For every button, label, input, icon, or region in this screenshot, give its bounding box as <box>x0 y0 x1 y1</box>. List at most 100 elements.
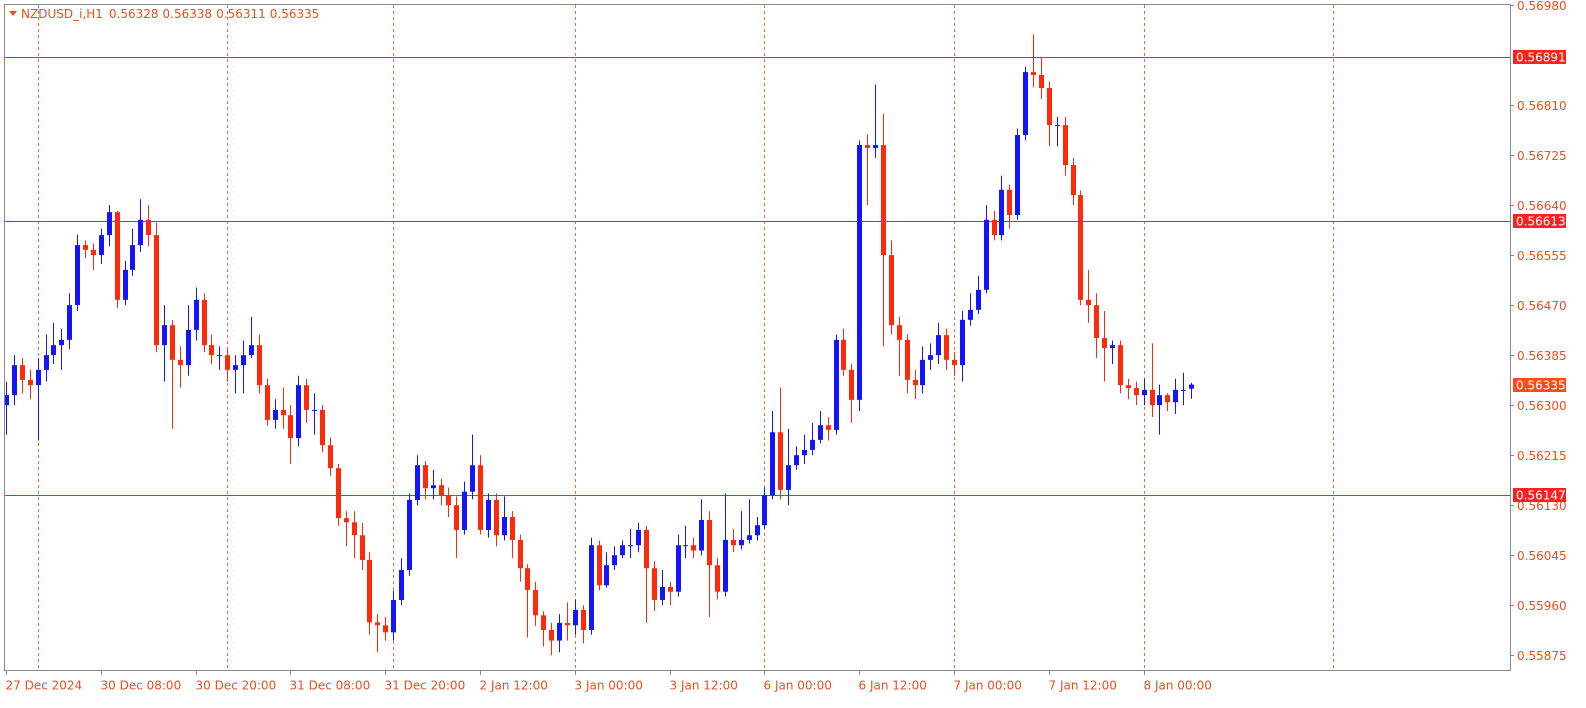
candle-body <box>296 385 301 439</box>
candle-body <box>115 212 120 300</box>
candle-body <box>439 485 444 496</box>
candle-body <box>257 345 262 386</box>
candle-body <box>818 425 823 440</box>
candle-body <box>676 545 681 592</box>
candle-body <box>170 325 175 360</box>
candle-body <box>802 449 807 456</box>
x-tick-label: 7 Jan 00:00 <box>954 679 1022 693</box>
candle-body <box>130 245 135 270</box>
candle-body <box>186 329 191 366</box>
candle-body <box>920 359 925 386</box>
candle-body <box>992 219 997 236</box>
x-tick-label: 3 Jan 00:00 <box>575 679 643 693</box>
candle-body <box>1181 389 1186 391</box>
header: NZDUSD_i,H1 0.56328 0.56338 0.56311 0.56335 <box>9 7 319 21</box>
candle-body <box>999 189 1004 236</box>
candle-body <box>486 499 491 530</box>
candle-body <box>107 212 112 236</box>
candle-body <box>431 485 436 489</box>
last-close: 0.56335 <box>270 7 320 21</box>
candle-body <box>628 545 633 547</box>
candle-body <box>312 409 317 411</box>
y-tick-label: 0.56130 <box>1517 499 1567 513</box>
y-tick-label: 0.56045 <box>1517 549 1567 563</box>
candle-body <box>652 568 657 600</box>
y-tick-label: 0.56555 <box>1517 249 1567 263</box>
candle-body <box>67 305 72 340</box>
last-low: 0.56311 <box>216 7 266 21</box>
candle-body <box>28 379 33 386</box>
candle-body <box>391 599 396 633</box>
y-tick-label: 0.55875 <box>1517 649 1567 663</box>
candle-body <box>620 545 625 556</box>
candle-body <box>1134 388 1139 396</box>
y-tick-label: 0.56215 <box>1517 449 1567 463</box>
x-tick-label: 30 Dec 20:00 <box>196 679 277 693</box>
candle-body <box>928 355 933 360</box>
candle-body <box>399 569 404 600</box>
x-tick-label: 7 Jan 12:00 <box>1049 679 1117 693</box>
last-open: 0.56328 <box>109 7 159 21</box>
candle-body <box>857 145 862 400</box>
level-box <box>1513 214 1566 228</box>
candle-body <box>660 587 665 600</box>
candle-body <box>1094 305 1099 339</box>
candle-body <box>75 245 80 306</box>
candle-body <box>1118 345 1123 386</box>
candle-body <box>873 145 878 149</box>
current-price-box <box>1513 378 1566 392</box>
y-tick-label: 0.56810 <box>1517 99 1567 113</box>
candle-body <box>470 465 475 492</box>
candle-body <box>786 465 791 490</box>
candle-body <box>525 568 530 590</box>
candle-body <box>494 499 499 536</box>
header-info: NZDUSD_i,H1 0.56328 0.56338 0.56311 0.56335 <box>21 7 319 21</box>
candle-body <box>154 235 159 346</box>
candle-body <box>265 385 270 420</box>
candle-body <box>541 615 546 630</box>
current-price-label: 0.56335 <box>1516 379 1566 393</box>
candle-body <box>1007 189 1012 216</box>
candle-body <box>328 445 333 469</box>
candle-body <box>984 219 989 290</box>
symbol: NZDUSD_i,H1 <box>21 7 103 21</box>
candle-body <box>834 339 839 430</box>
levels <box>5 57 1510 496</box>
candle-body <box>1039 75 1044 88</box>
candle-body <box>383 625 388 633</box>
candle-body <box>202 299 207 346</box>
candle-body <box>707 519 712 566</box>
candle-body <box>123 269 128 300</box>
candle-body <box>1165 395 1170 403</box>
candle-body <box>573 609 578 626</box>
candle-body <box>549 629 554 641</box>
candle-body <box>968 309 973 320</box>
candle-body <box>794 455 799 466</box>
axes: 0.56980 0.56810 0.56725 0.56640 0.56555 0.564… <box>6 0 1567 693</box>
candle-body <box>241 355 246 366</box>
candle-body <box>612 555 617 566</box>
candle-body <box>454 505 459 530</box>
level-label: 0.56891 <box>1516 51 1566 65</box>
level-box <box>1513 488 1566 502</box>
candle-body <box>770 432 775 496</box>
candle-body <box>360 535 365 560</box>
candle-body <box>952 359 957 366</box>
candle-body <box>407 499 412 570</box>
candle-body <box>20 365 25 380</box>
candle-body <box>1102 338 1107 349</box>
candle-body <box>691 545 696 551</box>
y-tick-label: 0.56385 <box>1517 349 1567 363</box>
candle-body <box>83 245 88 250</box>
candle-body <box>415 465 420 500</box>
y-tick-label: 0.56725 <box>1517 149 1567 163</box>
candle-body <box>762 495 767 526</box>
candle-body <box>723 539 728 592</box>
menu-triangle[interactable] <box>9 11 17 16</box>
candle-body <box>1031 72 1036 76</box>
y-tick-label: 0.56470 <box>1517 299 1567 313</box>
x-tick-label: 31 Dec 20:00 <box>385 679 466 693</box>
candle-body <box>905 339 910 380</box>
